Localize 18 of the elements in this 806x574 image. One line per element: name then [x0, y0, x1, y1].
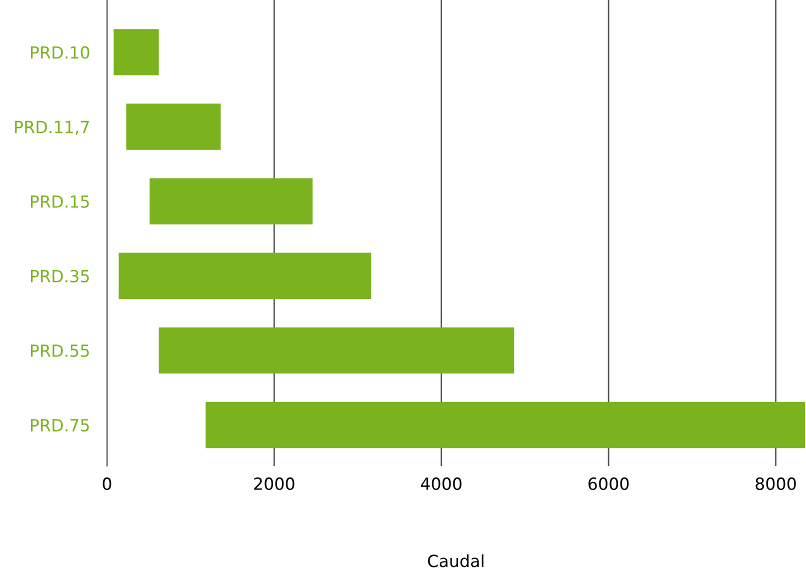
x-tick-label: 6000: [588, 477, 629, 490]
bar: [158, 327, 514, 374]
y-tick-label: PRD.75: [31, 419, 89, 432]
x-tick-label: 0: [102, 477, 112, 490]
x-axis-title: Caudal: [428, 554, 484, 568]
y-tick-label: PRD.35: [31, 270, 89, 282]
bar: [206, 402, 805, 448]
bar: [150, 178, 313, 224]
y-tick-label: PRD.10: [31, 46, 90, 59]
x-tick-label: 2000: [254, 477, 294, 490]
bar: [126, 104, 221, 150]
x-tick-label: 8000: [756, 477, 796, 490]
y-tick-label: PRD.15: [31, 195, 89, 208]
x-tick-label: 4000: [420, 477, 462, 490]
bar: [114, 29, 159, 76]
y-tick-label: PRD.55: [31, 344, 89, 357]
y-tick-label: PRD.11,7: [15, 120, 89, 136]
bar: [118, 252, 372, 299]
